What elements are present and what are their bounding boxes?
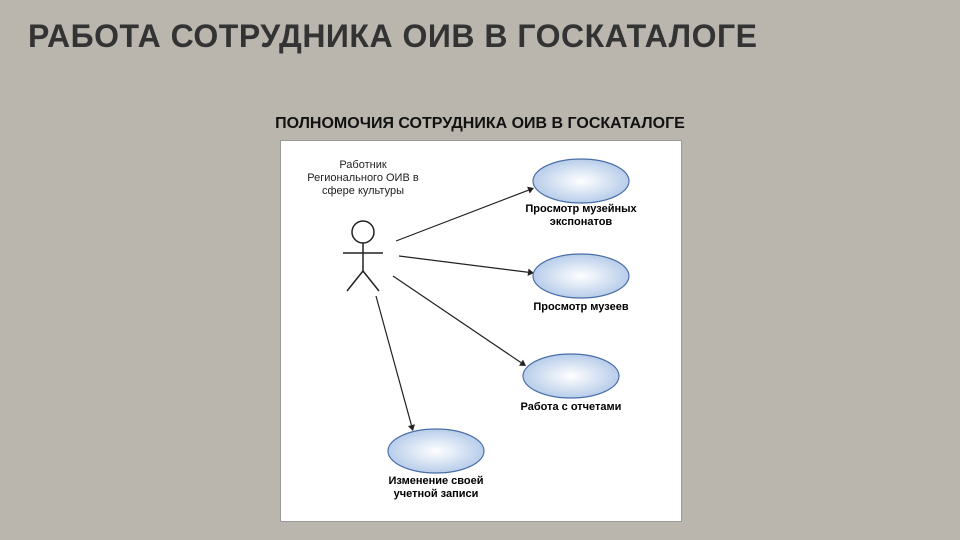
arrow-line: [376, 296, 411, 425]
arrow-head: [408, 424, 415, 431]
usecase-diagram: Работник Регионального ОИВ в сфере культ…: [280, 140, 682, 522]
usecase-ellipse: [533, 254, 629, 298]
usecase-label: Просмотр музеев: [521, 301, 641, 314]
actor-label: Работник Регионального ОИВ в сфере культ…: [303, 159, 423, 199]
usecase-label: Изменение своей учетной записи: [376, 475, 496, 500]
usecase-ellipse: [533, 159, 629, 203]
arrow-head: [519, 360, 526, 366]
actor-icon: [343, 221, 383, 291]
page-title: РАБОТА СОТРУДНИКА ОИВ В ГОСКАТАЛОГЕ: [28, 18, 757, 55]
usecase-ellipse: [388, 429, 484, 473]
usecase-ellipse: [523, 354, 619, 398]
page-subtitle: ПОЛНОМОЧИЯ СОТРУДНИКА ОИВ В ГОСКАТАЛОГЕ: [0, 115, 960, 133]
arrow-line: [393, 276, 521, 363]
usecase-label: Просмотр музейных экспонатов: [521, 203, 641, 228]
usecase-label: Работа с отчетами: [511, 401, 631, 414]
arrow-line: [399, 256, 528, 272]
